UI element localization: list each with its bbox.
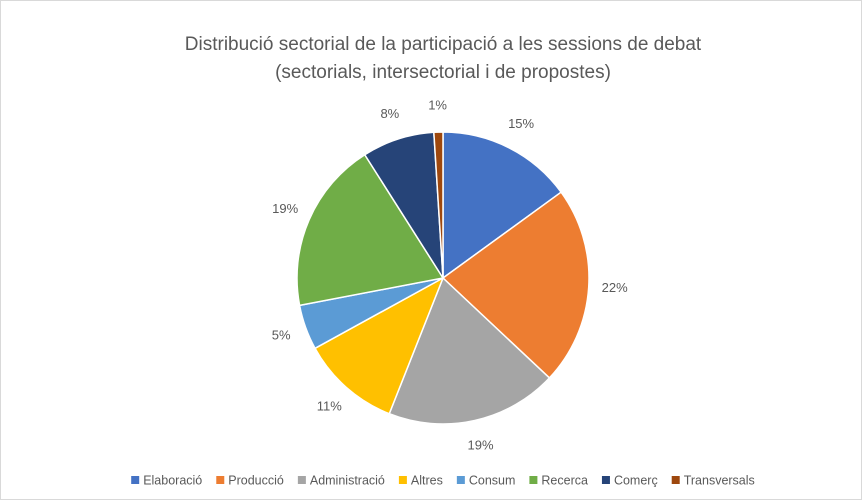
data-label: 15%: [508, 116, 534, 131]
legend-swatch: [216, 476, 225, 484]
legend-label: Altres: [411, 473, 443, 487]
legend-swatch: [601, 476, 610, 484]
legend-swatch: [398, 476, 407, 484]
legend-label: Recerca: [541, 473, 588, 487]
pie-slice: [441, 191, 590, 380]
pie-slice: [314, 276, 445, 415]
chart-title: (sectorials, intersectorial i de propost…: [275, 62, 611, 83]
data-label: 19%: [468, 437, 494, 452]
chart-title: Distribució sectorial de la participació…: [185, 34, 702, 55]
data-label: 19%: [272, 201, 298, 216]
legend-swatch: [456, 476, 465, 484]
data-label: 11%: [317, 398, 342, 413]
pie-slice: [433, 131, 444, 279]
legend-label: Consum: [469, 473, 516, 487]
legend-label: Elaboració: [143, 473, 202, 487]
legend-swatch: [529, 476, 538, 484]
data-label: 8%: [380, 106, 399, 121]
pie-slice: [296, 153, 445, 307]
legend-label: Administració: [310, 473, 385, 487]
legend-swatch: [671, 476, 680, 484]
data-label: 5%: [272, 328, 291, 343]
legend-swatch: [297, 476, 306, 484]
legend-label: Transversals: [684, 473, 755, 487]
data-label: 1%: [428, 98, 447, 113]
legend-swatch: [131, 476, 140, 484]
legend-label: Comerç: [614, 473, 658, 487]
pie-slice: [442, 131, 563, 280]
data-label: 22%: [602, 280, 628, 295]
legend-label: Producció: [228, 473, 284, 487]
